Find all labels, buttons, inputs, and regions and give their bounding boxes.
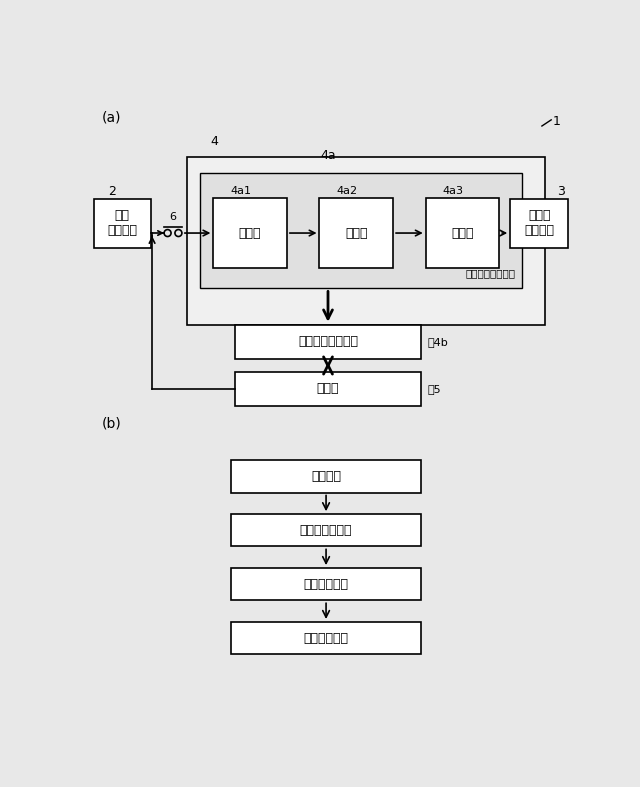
Text: (b): (b)	[102, 416, 122, 430]
Bar	[187, 157, 545, 325]
Text: コンバータ制御部: コンバータ制御部	[298, 335, 358, 349]
Text: 3: 3	[557, 185, 564, 198]
Bar	[200, 173, 522, 289]
Text: 補機用
バッテリ: 補機用 バッテリ	[524, 209, 554, 238]
Text: 4a2: 4a2	[337, 186, 358, 196]
Text: 異常仕判定機能: 異常仕判定機能	[300, 524, 352, 537]
Text: ～5: ～5	[428, 384, 441, 394]
Text: 整流部: 整流部	[451, 227, 474, 239]
Text: 高圧
バッテリ: 高圧 バッテリ	[108, 209, 137, 238]
Bar	[235, 371, 421, 406]
Text: 1: 1	[553, 115, 561, 128]
Bar	[319, 198, 393, 268]
Text: 4a3: 4a3	[443, 186, 464, 196]
Bar	[213, 198, 287, 268]
Bar	[231, 622, 421, 654]
Text: 2: 2	[108, 185, 116, 198]
Text: 4a: 4a	[320, 150, 336, 162]
Bar	[235, 325, 421, 360]
Text: (a): (a)	[102, 110, 121, 124]
Text: 動作制御機能: 動作制御機能	[303, 631, 349, 645]
Text: 4: 4	[210, 135, 218, 148]
Text: 入力部: 入力部	[239, 227, 261, 239]
Text: 4a1: 4a1	[230, 186, 252, 196]
Bar	[231, 514, 421, 546]
Bar	[231, 568, 421, 600]
Text: 検出機能: 検出機能	[311, 470, 341, 483]
Bar	[94, 199, 150, 248]
Text: 6: 6	[170, 212, 177, 222]
Text: コンバ－タ回路部: コンバ－タ回路部	[465, 268, 516, 278]
Text: ～4b: ～4b	[428, 337, 448, 347]
Bar	[510, 199, 568, 248]
Bar	[231, 460, 421, 493]
Text: 異常判定機能: 異常判定機能	[303, 578, 349, 591]
Text: ＥＣＵ: ＥＣＵ	[317, 382, 339, 395]
Text: 降圧部: 降圧部	[345, 227, 367, 239]
Bar	[426, 198, 499, 268]
